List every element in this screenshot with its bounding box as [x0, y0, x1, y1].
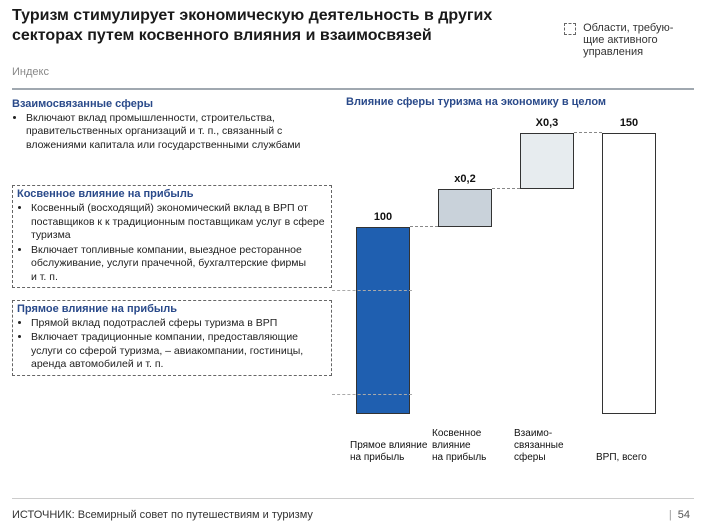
waterfall-connector — [574, 132, 602, 133]
page-number: |54 — [669, 509, 690, 521]
waterfall-connector — [410, 226, 438, 227]
page-title: Туризм стимулирует экономическую деятель… — [12, 6, 542, 46]
bar-value-label: 100 — [348, 211, 418, 223]
bullet-list: Включают вклад промышленности, строитель… — [12, 112, 332, 152]
bar-indirect — [438, 189, 492, 227]
bar-category-label: Косвенное влияние на прибыль — [432, 428, 514, 464]
bar-category-label: Взаимо- связанные сферы — [514, 428, 596, 464]
page-number-value: 54 — [678, 509, 690, 521]
bullet-item: Включает топливные компании, выездное ре… — [31, 244, 327, 284]
chart-title: Влияние сферы туризма на экономику в цел… — [346, 96, 688, 108]
connector-line — [332, 394, 412, 395]
bar-value-label: x0,2 — [430, 173, 500, 185]
bar-value-label: X0,3 — [512, 117, 582, 129]
block-title: Взаимосвязанные сферы — [12, 98, 332, 110]
bullet-item: Включает традиционные компании, предоста… — [31, 331, 327, 371]
bullet-item: Косвенный (восходящий) экономический вкл… — [31, 202, 327, 242]
bar-category-label: Прямое влияние на прибыль — [350, 440, 432, 464]
source-label: ИСТОЧНИК: Всемирный совет по путешествия… — [12, 509, 313, 521]
legend-swatch — [564, 23, 576, 35]
text-block: Косвенное влияние на прибыль Косвенный (в… — [12, 185, 332, 288]
index-label: Индекс — [12, 66, 49, 78]
waterfall-connector — [492, 188, 520, 189]
legend: Области, требую- щие активного управлени… — [564, 22, 694, 58]
separator — [12, 88, 694, 90]
chart-area: Влияние сферы туризма на экономику в цел… — [346, 96, 688, 466]
left-column: Взаимосвязанные сферы Включают вклад пром… — [12, 96, 332, 380]
bar-linked — [520, 133, 574, 189]
bar-direct — [356, 227, 410, 415]
text-block: Взаимосвязанные сферы Включают вклад пром… — [12, 96, 332, 157]
bullet-list: Прямой вклад подотраслей сферы туризма в… — [17, 317, 327, 372]
bar-total — [602, 133, 656, 414]
bullet-item: Прямой вклад подотраслей сферы туризма в… — [31, 317, 327, 330]
bar-value-label: 150 — [594, 117, 664, 129]
footer-separator — [12, 498, 694, 499]
block-title: Прямое влияние на прибыль — [17, 303, 327, 315]
waterfall-chart: 100Прямое влияние на прибыльx0,2Косвенно… — [346, 114, 688, 414]
legend-label: Области, требую- щие активного управлени… — [583, 22, 683, 58]
block-title: Косвенное влияние на прибыль — [17, 188, 327, 200]
bullet-list: Косвенный (восходящий) экономический вкл… — [17, 202, 327, 284]
bullet-item: Включают вклад промышленности, строитель… — [26, 112, 332, 152]
connector-line — [332, 290, 412, 291]
bar-category-label: ВРП, всего — [596, 452, 678, 464]
text-block: Прямое влияние на прибыль Прямой вклад по… — [12, 300, 332, 376]
